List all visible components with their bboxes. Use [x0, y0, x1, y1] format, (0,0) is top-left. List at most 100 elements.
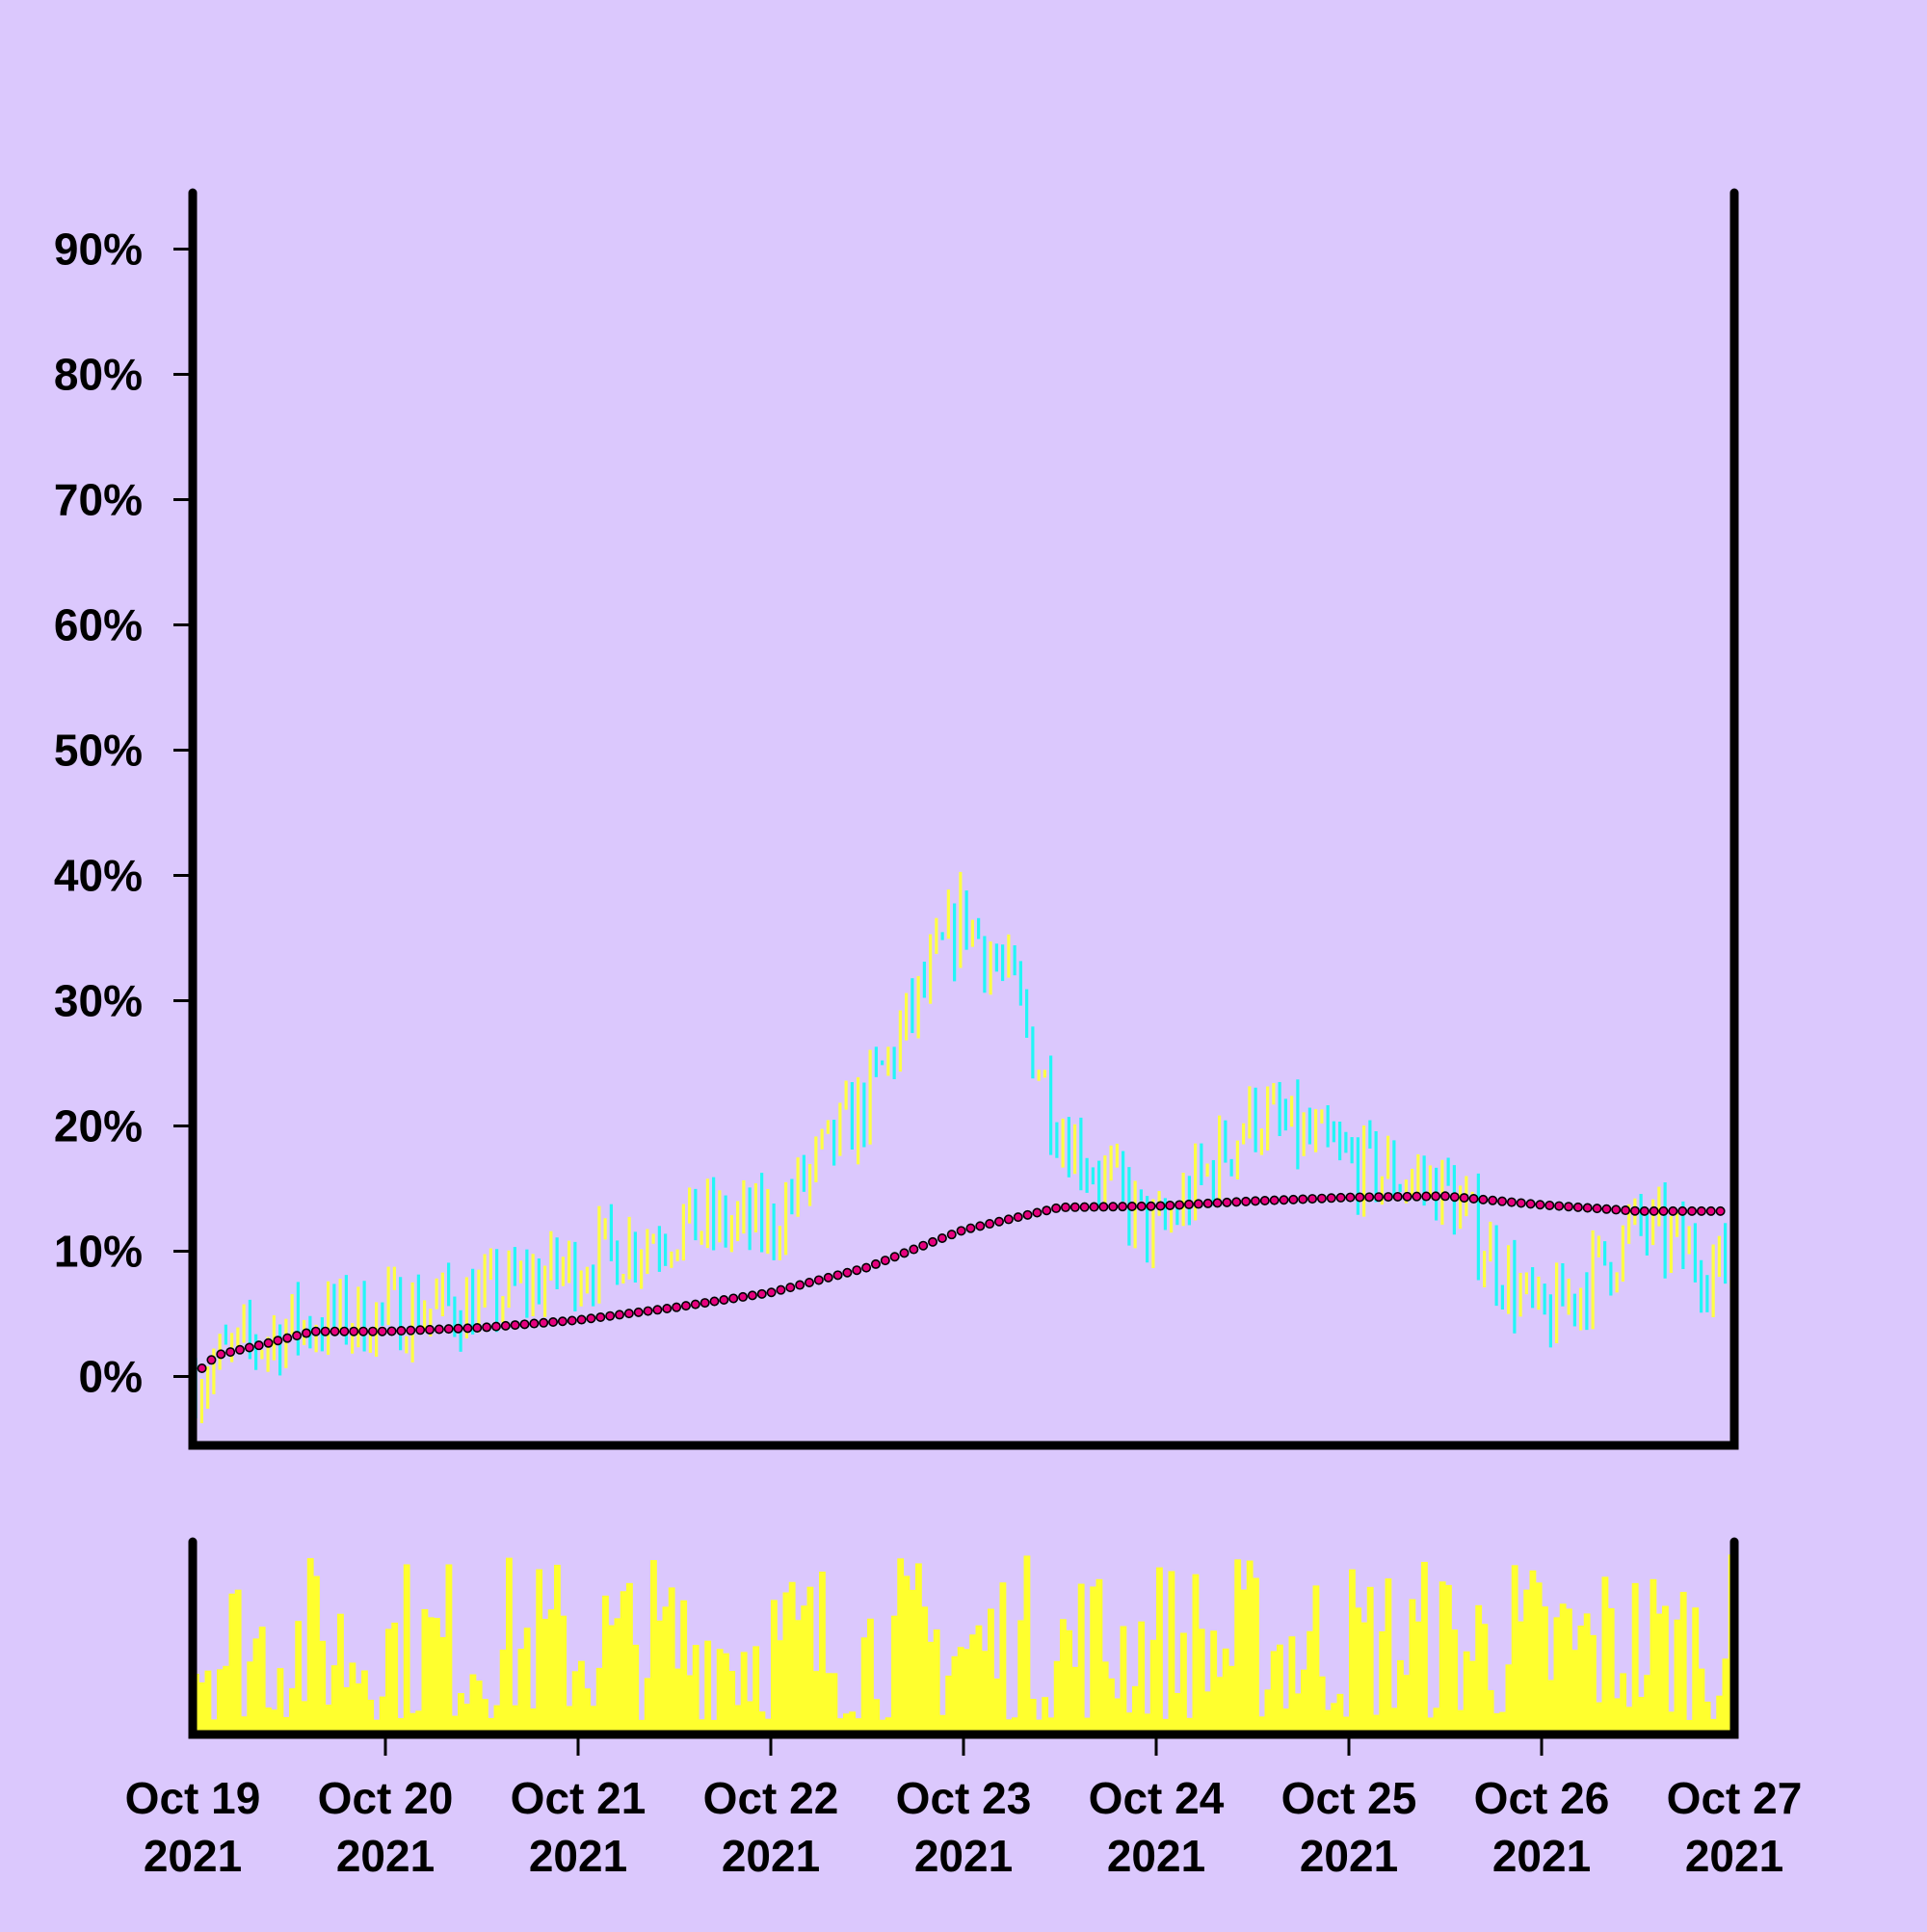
moving-average-point: [1364, 1192, 1375, 1203]
moving-average-point: [1212, 1198, 1223, 1208]
volume-bar: [1686, 1719, 1693, 1734]
volume-bar: [482, 1699, 488, 1734]
moving-average-point: [690, 1299, 700, 1310]
volume-bar: [434, 1618, 440, 1734]
moving-average-point: [1677, 1205, 1688, 1216]
moving-average-point: [937, 1233, 947, 1244]
volume-bar: [403, 1564, 410, 1734]
volume-bar: [1036, 1719, 1043, 1734]
volume-bar: [1638, 1697, 1645, 1734]
volume-bar: [1060, 1619, 1067, 1734]
volume-bar: [1451, 1629, 1459, 1734]
volume-bar: [247, 1661, 254, 1734]
moving-average-point: [1639, 1205, 1650, 1216]
moving-average-point: [197, 1363, 207, 1374]
volume-bar: [234, 1589, 242, 1734]
moving-average-point: [756, 1288, 767, 1299]
volume-bar: [1355, 1607, 1362, 1734]
volume-bar: [1674, 1619, 1681, 1734]
moving-average-point: [1298, 1194, 1308, 1204]
volume-bar: [578, 1660, 585, 1734]
moving-average-point: [539, 1317, 549, 1328]
moving-average-point: [1250, 1196, 1260, 1206]
moving-average-point: [424, 1324, 435, 1335]
moving-average-point: [1259, 1196, 1270, 1206]
volume-bar: [451, 1715, 459, 1734]
moving-average-point: [1421, 1191, 1432, 1202]
x-tick-label-year: 2021: [1492, 1831, 1591, 1881]
volume-bar: [1114, 1698, 1122, 1734]
volume-bar: [1487, 1690, 1494, 1734]
y-tick-label: 20%: [54, 1101, 143, 1151]
volume-bar: [1204, 1691, 1211, 1734]
volume-bar: [740, 1652, 748, 1734]
volume-bar: [831, 1673, 838, 1734]
volume-bar: [1481, 1624, 1489, 1734]
volume-bar: [891, 1615, 898, 1734]
volume-bar: [1349, 1569, 1356, 1734]
volume-bar: [1294, 1693, 1302, 1734]
moving-average-point: [1516, 1198, 1526, 1208]
volume-bar: [1125, 1712, 1133, 1734]
moving-average-point: [1279, 1195, 1289, 1205]
moving-average-point: [1459, 1193, 1469, 1204]
volume-bar: [584, 1688, 592, 1734]
volume-bar: [988, 1608, 994, 1734]
volume-bar: [1469, 1660, 1476, 1734]
volume-bar: [723, 1653, 729, 1734]
moving-average-point: [1089, 1202, 1099, 1212]
moving-average-point: [1098, 1202, 1109, 1212]
volume-bar: [921, 1606, 929, 1734]
volume-bar: [650, 1560, 657, 1734]
moving-average-point: [633, 1307, 644, 1317]
volume-bar: [1084, 1717, 1091, 1734]
moving-average-point: [595, 1311, 606, 1322]
moving-average-point: [434, 1324, 444, 1335]
moving-average-point: [1488, 1195, 1498, 1205]
volume-bar: [692, 1645, 700, 1734]
moving-average-point: [766, 1287, 777, 1298]
volume-bar: [1095, 1578, 1103, 1734]
volume-bar: [1421, 1561, 1428, 1734]
x-tick-label: Oct 23: [896, 1773, 1032, 1823]
moving-average-point: [330, 1326, 340, 1337]
moving-average-point: [842, 1267, 853, 1278]
moving-average-point: [605, 1310, 616, 1321]
moving-average-point: [443, 1324, 454, 1335]
volume-bar: [1620, 1673, 1627, 1734]
volume-bar: [626, 1582, 633, 1734]
volume-bar: [1553, 1617, 1561, 1734]
volume-bar: [873, 1699, 881, 1734]
volume-bar: [1625, 1707, 1633, 1734]
volume-bar: [1108, 1678, 1115, 1734]
moving-average-point: [1042, 1205, 1052, 1216]
volume-bar: [337, 1613, 344, 1734]
moving-average-point: [909, 1244, 919, 1255]
volume-bar: [1607, 1608, 1615, 1734]
x-tick-label-year: 2021: [914, 1831, 1013, 1881]
volume-bar: [1650, 1578, 1657, 1734]
volume-bar: [523, 1628, 531, 1734]
volume-bar: [1149, 1639, 1157, 1734]
volume-bar: [704, 1640, 712, 1734]
volume-bar: [993, 1678, 1001, 1734]
moving-average-point: [738, 1291, 749, 1302]
price-panel-frame: [188, 188, 1739, 1450]
volume-bar: [547, 1609, 555, 1734]
moving-average-point: [728, 1293, 739, 1304]
volume-bar: [1366, 1586, 1374, 1734]
volume-bar: [1463, 1651, 1470, 1734]
volume-bar: [758, 1711, 766, 1734]
x-tick-label-year: 2021: [722, 1831, 820, 1881]
volume-bar: [999, 1582, 1007, 1734]
volume-bar: [752, 1646, 760, 1734]
moving-average-point: [700, 1298, 710, 1309]
volume-bar: [289, 1688, 296, 1734]
volume-bar: [1240, 1589, 1248, 1734]
volume-bar: [1475, 1604, 1483, 1734]
moving-average-point: [861, 1262, 872, 1273]
volume-bar: [421, 1608, 429, 1734]
volume-bar: [777, 1640, 784, 1734]
